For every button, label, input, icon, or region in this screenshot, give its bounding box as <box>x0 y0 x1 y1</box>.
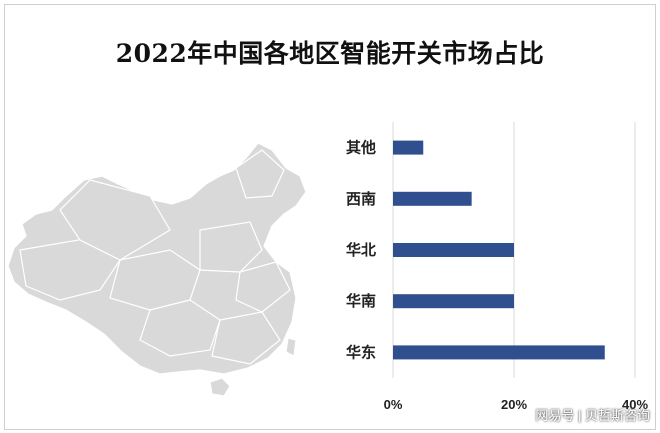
x-tick-label: 0% <box>384 397 403 412</box>
bar-华南 <box>393 294 514 309</box>
category-label: 华东 <box>346 343 376 361</box>
category-label: 西南 <box>346 190 376 208</box>
bar-其他 <box>393 140 424 155</box>
bar-西南 <box>393 191 472 206</box>
category-label: 华北 <box>346 241 376 259</box>
x-tick-label: 40% <box>622 397 648 412</box>
chart-title: 2022年中国各地区智能开关市场占比 <box>115 39 545 68</box>
watermark: 网易号 | 贝哲斯咨询 <box>535 408 650 423</box>
category-label: 华南 <box>346 292 376 310</box>
category-label: 其他 <box>346 139 376 157</box>
bar-华东 <box>393 345 605 360</box>
x-tick-label: 20% <box>501 397 527 412</box>
bar-华北 <box>393 243 514 257</box>
